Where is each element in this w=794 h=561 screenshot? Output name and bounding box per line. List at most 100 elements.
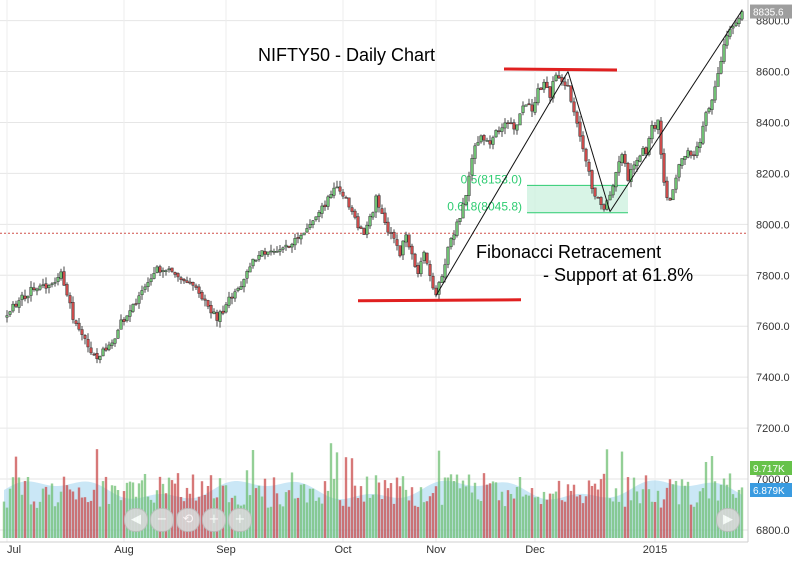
volume-bar — [8, 488, 12, 538]
volume-bar — [173, 483, 177, 538]
volume-bar — [14, 456, 18, 538]
volume-bar — [431, 493, 435, 538]
up-candle — [611, 185, 615, 196]
up-candle — [20, 294, 24, 301]
volume-bar — [287, 490, 291, 538]
pan-left-button[interactable]: ◀ — [124, 508, 148, 532]
up-candle — [131, 304, 135, 312]
volume-bar — [17, 477, 21, 538]
volume-bar — [440, 504, 444, 538]
volume-bar — [398, 486, 402, 538]
volume-bar — [596, 489, 600, 538]
volume-bar — [209, 475, 213, 538]
up-candle — [110, 342, 114, 346]
up-candle — [224, 304, 228, 313]
down-candle — [122, 319, 126, 322]
down-candle — [356, 216, 360, 229]
down-candle — [599, 197, 603, 206]
volume-bar — [506, 490, 510, 538]
down-candle — [377, 195, 381, 208]
down-candle — [95, 352, 99, 360]
up-candle — [719, 61, 723, 74]
volume-bar — [65, 485, 69, 538]
down-candle — [578, 121, 582, 137]
volume-bar — [653, 501, 657, 538]
up-candle — [500, 127, 504, 132]
volume-bar — [647, 489, 651, 538]
trendline — [435, 71, 569, 296]
down-candle — [407, 234, 411, 248]
volume-bar — [455, 474, 459, 538]
up-candle — [290, 243, 294, 248]
x-tick-label: Oct — [334, 544, 351, 556]
volume-bar — [98, 506, 102, 538]
volume-bar — [497, 500, 501, 538]
down-candle — [353, 210, 357, 218]
volume-bar — [527, 495, 531, 538]
down-candle — [65, 284, 69, 296]
last-price-badge — [750, 4, 792, 19]
pan-right-button[interactable]: ▶ — [716, 508, 740, 532]
volume-bar — [293, 498, 297, 538]
down-candle — [62, 271, 66, 286]
volume-bar — [656, 490, 660, 538]
up-candle — [272, 251, 276, 253]
up-candle — [713, 86, 717, 101]
reset-zoom-button[interactable]: ⟲ — [176, 508, 200, 532]
volume-bar — [323, 481, 327, 538]
up-candle — [113, 338, 117, 344]
up-candle — [326, 196, 330, 207]
up-candle — [464, 195, 468, 205]
down-candle — [77, 322, 81, 330]
volume-bar — [263, 478, 267, 538]
volume-bar — [47, 494, 51, 538]
volume-bar — [548, 493, 552, 538]
down-candle — [287, 245, 291, 248]
volume-bar — [296, 497, 300, 538]
volume-bar — [605, 449, 609, 538]
volume-bar — [698, 491, 702, 538]
y-tick-label: 8200.0 — [756, 168, 790, 180]
volume-bar — [590, 485, 594, 538]
volume-bar — [638, 503, 642, 538]
up-candle — [275, 251, 279, 253]
volume-bar — [482, 473, 486, 538]
volume-bar — [218, 478, 222, 538]
volume-bar — [260, 496, 264, 538]
zoom-out-button[interactable]: − — [150, 508, 174, 532]
up-candle — [248, 266, 252, 273]
up-candle — [305, 228, 309, 233]
down-candle — [389, 232, 393, 234]
resistance-annotation-line — [503, 67, 618, 72]
volume-bar — [92, 489, 96, 538]
up-candle — [218, 311, 222, 322]
up-candle — [674, 177, 678, 190]
volume-bar — [419, 487, 423, 538]
volume-bar — [317, 497, 321, 538]
zoom-in-more-button[interactable]: + — [228, 508, 252, 532]
volume-bar — [311, 488, 315, 538]
zoom-in-button[interactable]: + — [202, 508, 226, 532]
up-candle — [314, 216, 318, 220]
down-candle — [410, 245, 414, 255]
volume-bar — [341, 505, 345, 538]
down-candle — [134, 303, 138, 305]
volume-bar — [446, 477, 450, 538]
down-candle — [539, 87, 543, 91]
volume-bar — [410, 487, 414, 538]
up-candle — [551, 81, 555, 99]
up-candle — [533, 102, 537, 113]
volume-bar — [683, 485, 687, 538]
down-candle — [350, 207, 354, 212]
volume-bar — [191, 474, 195, 538]
down-candle — [566, 85, 570, 87]
up-candle — [245, 271, 249, 279]
volume-bar — [413, 505, 417, 538]
support-annotation-line — [357, 298, 522, 303]
volume-bar — [581, 503, 585, 538]
volume-bar — [44, 486, 48, 538]
volume-bar — [557, 480, 561, 538]
down-candle — [185, 280, 189, 283]
up-candle — [479, 135, 483, 143]
volume-bar — [635, 491, 639, 538]
